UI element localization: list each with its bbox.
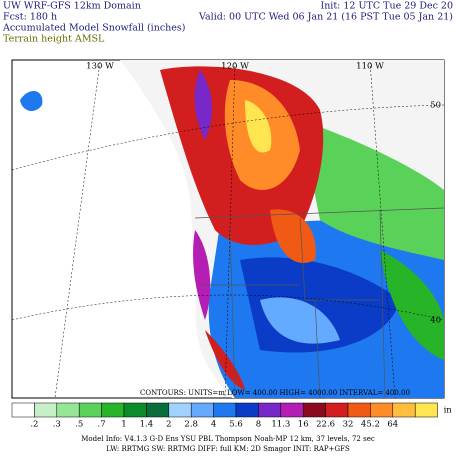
snow-field xyxy=(194,70,212,140)
colorbar-swatch xyxy=(168,402,192,418)
colorbar-swatch xyxy=(146,402,170,418)
colorbar-swatch xyxy=(414,402,438,418)
lon-label: 130 W xyxy=(86,62,114,72)
colorbar-label: .7 xyxy=(98,420,106,430)
colorbar-swatch xyxy=(325,402,349,418)
map: 130 W 120 W 110 W 50 40 CONTOURS: UNITS=… xyxy=(11,59,445,399)
terrain-label: Terrain height AMSL xyxy=(3,34,105,45)
colorbar-swatch xyxy=(11,402,35,418)
colorbar-swatch xyxy=(392,402,416,418)
colorbar-label: 45.2 xyxy=(361,420,380,430)
colorbar-label: 4 xyxy=(211,420,216,430)
colorbar-label: 1.4 xyxy=(140,420,154,430)
colorbar-swatch xyxy=(101,402,125,418)
colorbar-swatch xyxy=(347,402,371,418)
header-line: Accumulated Model Snowfall (inches) xyxy=(2,23,185,34)
colorbar-swatch xyxy=(258,402,282,418)
colorbar-label: 1 xyxy=(121,420,126,430)
colorbar-label: 8 xyxy=(256,420,261,430)
colorbar-swatch xyxy=(56,402,80,418)
colorbar-label: .5 xyxy=(75,420,83,430)
colorbar: .2 .3 .5 .7 1 1.4 2 2.8 4 5.6 8 11.3 16 22.6 32 45.2 64 i… xyxy=(11,402,453,430)
valid-time: Valid: 00 UTC Wed 06 Jan 21 (16 PST Tue … xyxy=(198,12,453,23)
colorbar-label: 2 xyxy=(166,420,171,430)
snow-field xyxy=(20,90,43,112)
snow-field xyxy=(193,230,211,320)
colorbar-label: 16 xyxy=(298,420,309,430)
colorbar-label: 32 xyxy=(343,420,354,430)
colorbar-unit: in xyxy=(444,406,453,416)
colorbar-swatch xyxy=(370,402,394,418)
lat-label: 40 xyxy=(430,316,441,326)
colorbar-label: 5.6 xyxy=(229,420,243,430)
colorbar-label: .2 xyxy=(30,420,38,430)
footer-line: LW: RRTMG SW: RRTMG DIFF: full KM: 2D Sm… xyxy=(106,445,350,453)
snow-field xyxy=(300,120,444,260)
colorbar-label: .3 xyxy=(53,420,61,430)
snow-field xyxy=(380,250,444,360)
snow-field xyxy=(260,297,340,344)
lat-label: 50 xyxy=(430,101,441,111)
snow-field xyxy=(205,330,245,390)
colorbar-swatch xyxy=(213,402,237,418)
colorbar-swatch xyxy=(190,402,214,418)
lon-label: 120 W xyxy=(221,62,249,72)
header-line: UW WRF-GFS 12km Domain xyxy=(3,1,141,12)
colorbar-swatch xyxy=(302,402,326,418)
colorbar-swatch xyxy=(78,402,102,418)
init-time: Init: 12 UTC Tue 29 Dec 20 xyxy=(320,1,453,12)
colorbar-swatch xyxy=(235,402,259,418)
colorbar-label: 2.8 xyxy=(184,420,198,430)
colorbar-label: 22.6 xyxy=(316,420,335,430)
contour-note: CONTOURS: UNITS=m LOW= 400.00 HIGH= 4000… xyxy=(140,389,410,397)
colorbar-label: 11.3 xyxy=(271,420,290,430)
header-line: Fcst: 180 h xyxy=(3,12,57,23)
graticule xyxy=(11,61,445,399)
colorbar-label: 64 xyxy=(387,420,398,430)
colorbar-swatch xyxy=(34,402,58,418)
snow-field xyxy=(245,100,272,153)
snow-field xyxy=(270,209,316,263)
footer-line: Model Info: V4.1.3 G-D Ens YSU PBL Thomp… xyxy=(81,435,375,443)
lon-label: 110 W xyxy=(356,62,384,72)
colorbar-swatch xyxy=(280,402,304,418)
colorbar-swatch xyxy=(123,402,147,418)
boundaries xyxy=(194,207,445,399)
